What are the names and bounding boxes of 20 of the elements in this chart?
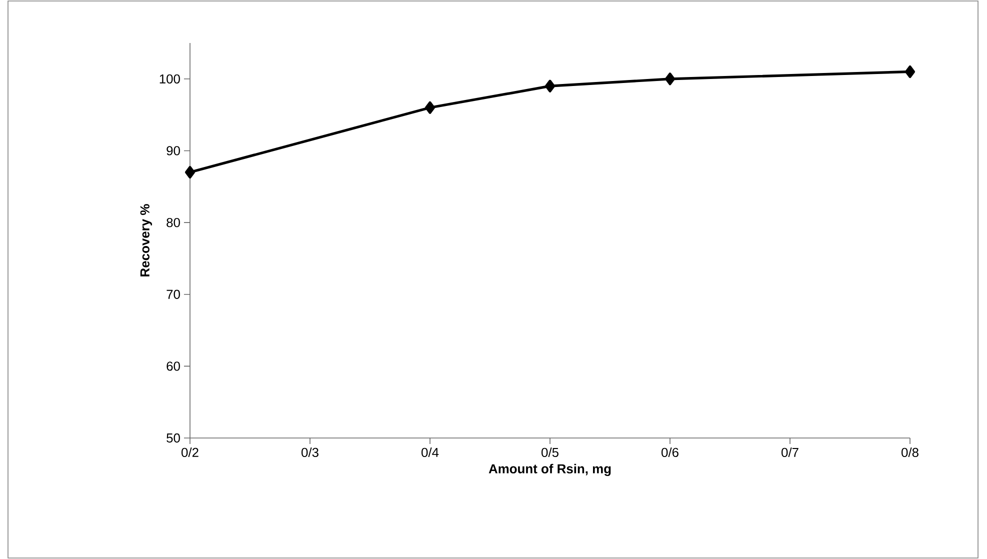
x-tick-label: 0/5	[542, 448, 558, 458]
point	[184, 166, 196, 179]
point	[664, 72, 676, 86]
x-tick-label: 0/7	[782, 448, 798, 458]
y-tick-label: 60	[166, 362, 180, 371]
x-tick-label: 0/2	[182, 448, 198, 458]
y-tick-label: 50	[166, 433, 180, 443]
y-tick-label: 80	[166, 218, 180, 228]
y-axis-title: Recovery %	[140, 204, 152, 276]
x-tick-label: 0/3	[302, 448, 318, 458]
x-tick-label: 0/6	[662, 448, 678, 458]
x-axis-title: Amount of Rsin, mg	[488, 464, 611, 476]
x-tick-label: 0/8	[902, 448, 918, 458]
y-tick-label: 100	[160, 74, 180, 84]
y-tick-label: 70	[166, 290, 180, 299]
point	[424, 101, 436, 114]
point	[904, 65, 916, 78]
x-tick-label: 0/4	[422, 448, 439, 458]
y-tick-label: 90	[166, 146, 180, 156]
point	[544, 80, 556, 92]
